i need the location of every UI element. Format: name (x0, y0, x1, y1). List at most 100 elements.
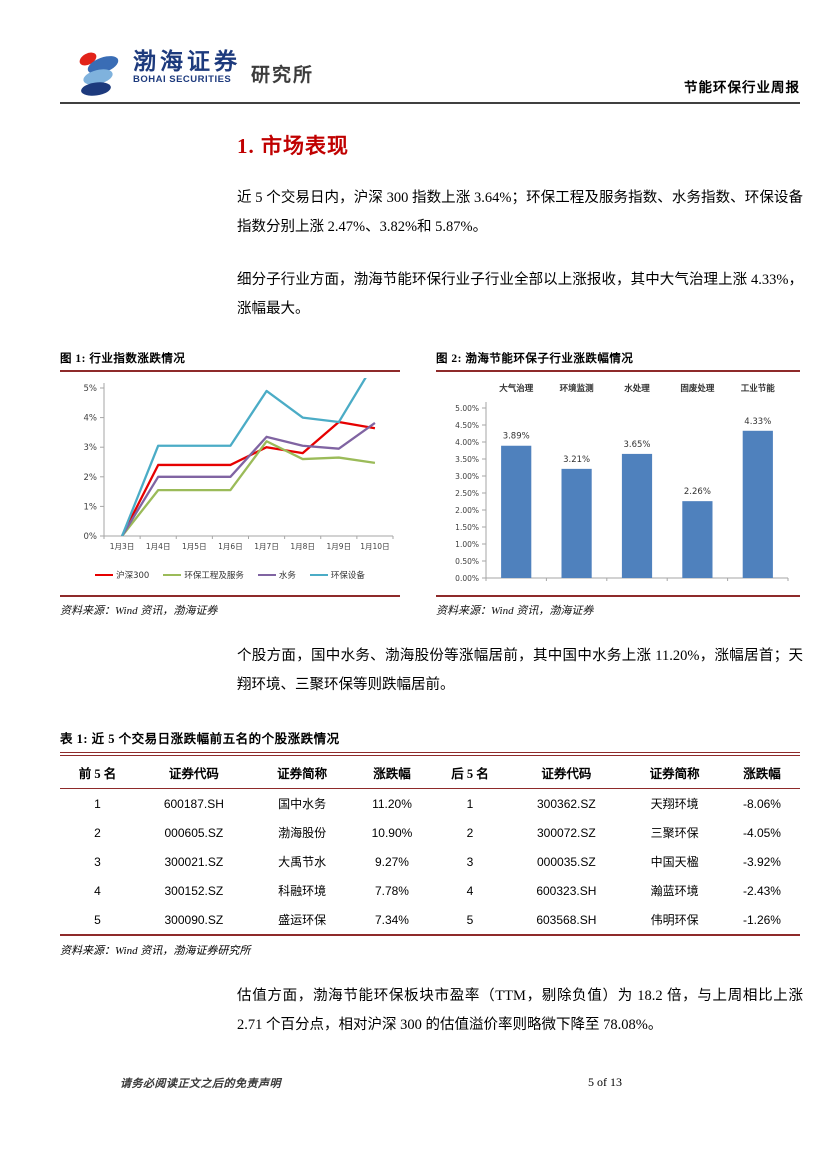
figure2-chart-area: 0.00% 0.50% 1.00% 1.50% 2.00% 2.50% 3.00% 3.50%… (436, 372, 800, 597)
svg-text:1.00%: 1.00% (455, 540, 479, 549)
figure1-chart-area: 0% 1% 2% 3% 4% 5% 1月3日 1月4日 1月5日 1月6日 1月7日 1月8日 1月9日… (60, 372, 400, 597)
svg-text:1月7日: 1月7日 (254, 542, 279, 551)
table-row: 3 300021.SZ 大禹节水 9.27% 3 000035.SZ 中国天楹 -3.92% (60, 847, 800, 876)
table-cell: 大禹节水 (278, 855, 327, 869)
page-number: 5 of 13 (588, 1075, 622, 1089)
header-rule (60, 102, 800, 104)
line-series-沪深300 (121, 420, 376, 536)
table-cell: 9.27% (374, 854, 409, 869)
svg-text:1月9日: 1月9日 (327, 542, 352, 551)
table-cell: 3 (466, 854, 474, 869)
stock-table: 前 5 名证券代码 证券简称 涨跌幅后 5 名证券代码 证券简称 涨跌幅 1 600187… (60, 752, 800, 936)
table-cell: 11.20% (372, 796, 412, 811)
table-cell: 300090.SZ (164, 912, 224, 927)
logo-text: 渤海证券 BOHAI SECURITIES (133, 49, 241, 86)
table-cell: 5 (94, 912, 101, 927)
table-cell: 3 (94, 854, 101, 869)
table-header-cell: 证券代码 (507, 754, 626, 789)
svg-text:1.50%: 1.50% (455, 523, 479, 532)
line-series-环保工程及服务 (121, 440, 376, 536)
svg-text:0.50%: 0.50% (455, 557, 479, 566)
table-cell: 1 (466, 796, 474, 811)
report-type-label: 节能环保行业周报 (684, 80, 800, 95)
svg-text:固废处理: 固废处理 (680, 383, 715, 394)
paragraph-sub-industries: 细分子行业方面，渤海节能环保行业子行业全部以上涨报收，其中大气治理上涨 4.33… (237, 272, 803, 317)
svg-text:水处理: 水处理 (623, 383, 650, 394)
logo-name-cn: 渤海证券 (133, 49, 241, 74)
legend-label: 环保工程及服务 (184, 571, 244, 581)
bar-水处理 (621, 453, 653, 578)
table-row: 2 000605.SZ 渤海股份 10.90% 2 300072.SZ 三聚环保 -4.05% (60, 818, 800, 847)
figures-row: 图 1: 行业指数涨跌情况 0% 1% 2% 3% 4% 5% 1月3日 1月4日 1月5日 1月… (60, 350, 800, 618)
table-row: 5 300090.SZ 盛运环保 7.34% 5 603568.SH 伟明环保 -1.26% (60, 905, 800, 935)
svg-text:0.00%: 0.00% (455, 574, 479, 583)
bar-环境监测 (561, 468, 592, 578)
page-header: 渤海证券 BOHAI SECURITIES 研究所 节能环保行业周报 (60, 0, 800, 98)
svg-text:大气治理: 大气治理 (499, 383, 534, 394)
svg-text:2.00%: 2.00% (455, 506, 479, 515)
stock-table-header-row: 前 5 名证券代码 证券简称 涨跌幅后 5 名证券代码 证券简称 涨跌幅 (60, 754, 800, 789)
table-cell: 000035.SZ (537, 854, 596, 869)
legend-item: 沪深300 (95, 569, 149, 581)
table-cell: 300072.SZ (537, 825, 596, 840)
svg-text:1月3日: 1月3日 (110, 542, 135, 551)
figure2-title: 图 2: 渤海节能环保子行业涨跌幅情况 (436, 350, 800, 372)
svg-text:2.26%: 2.26% (684, 487, 711, 497)
svg-text:1月5日: 1月5日 (182, 542, 207, 551)
figure1: 图 1: 行业指数涨跌情况 0% 1% 2% 3% 4% 5% 1月3日 1月4日 1月5日 1月… (60, 350, 400, 618)
table-header-cell: 涨跌幅 (351, 754, 433, 789)
bar-固废处理 (682, 501, 713, 578)
logo-name-en: BOHAI SECURITIES (133, 74, 232, 85)
figure2: 图 2: 渤海节能环保子行业涨跌幅情况 0.00% 0.50% 1.00% 1.50%… (436, 350, 800, 618)
svg-text:5%: 5% (84, 384, 98, 394)
table-cell: 科融环境 (278, 884, 327, 898)
svg-text:4.33%: 4.33% (744, 417, 771, 427)
bohai-logo-icon (79, 52, 119, 96)
legend-item: 水务 (257, 569, 296, 581)
table-header-cell: 证券简称 (252, 754, 352, 789)
legend-label: 沪深300 (116, 571, 150, 581)
table-header-cell: 涨跌幅 (723, 754, 800, 789)
bar-工业节能 (742, 430, 773, 578)
svg-text:1月6日: 1月6日 (218, 542, 243, 551)
svg-text:2.50%: 2.50% (455, 489, 479, 498)
svg-text:3.65%: 3.65% (623, 440, 650, 450)
table-cell: -4.05% (742, 825, 781, 840)
legend-item: 环保设备 (309, 569, 365, 581)
svg-text:4.00%: 4.00% (455, 438, 479, 447)
table-cell: -2.43% (742, 883, 781, 898)
table-cell: 瀚蓝环境 (650, 884, 699, 898)
bohai-logo: 渤海证券 BOHAI SECURITIES 研究所 (60, 50, 314, 98)
table-cell: 7.78% (374, 883, 409, 898)
table-cell: 天翔环境 (650, 797, 699, 811)
svg-text:3.89%: 3.89% (503, 432, 530, 442)
institute-label: 研究所 (251, 65, 315, 86)
table-cell: 600187.SH (163, 796, 224, 811)
table-header-cell: 证券简称 (625, 754, 724, 789)
table-cell: 4 (94, 883, 101, 898)
svg-text:0%: 0% (84, 532, 98, 542)
legend-swatch (257, 573, 276, 577)
table-cell: 300152.SZ (164, 883, 224, 898)
line-chart: 0% 1% 2% 3% 4% 5% 1月3日 1月4日 1月5日 1月6日 1月7日 1月8日 1月9日… (84, 378, 394, 551)
table-cell: 7.34% (374, 912, 409, 927)
table-header-cell: 后 5 名 (432, 754, 508, 789)
svg-text:4.50%: 4.50% (455, 421, 479, 430)
table-row: 1 600187.SH 国中水务 11.20% 1 300362.SZ 天翔环境 -8.06% (60, 789, 800, 819)
figure1-source: 资料来源：Wind 资讯，渤海证券 (60, 605, 218, 617)
line-series-水务 (121, 421, 376, 536)
table-cell: 中国天楹 (650, 855, 699, 869)
legend-swatch (163, 573, 182, 577)
legend-swatch (95, 573, 114, 577)
table-cell: 4 (466, 883, 474, 898)
svg-text:环境监测: 环境监测 (560, 383, 595, 394)
stock-table-body: 1 600187.SH 国中水务 11.20% 1 300362.SZ 天翔环境 -8.06%… (60, 789, 800, 936)
table-cell: 2 (94, 825, 101, 840)
table1-source: 资料来源：Wind 资讯，渤海证券研究所 (60, 945, 251, 957)
table-cell: 600323.SH (536, 883, 597, 898)
table-cell: 000605.SZ (164, 825, 224, 840)
figure2-source: 资料来源：Wind 资讯，渤海证券 (436, 605, 594, 617)
table1-title: 表 1: 近 5 个交易日涨跌幅前五名的个股涨跌情况 (60, 732, 340, 746)
figure1-title: 图 1: 行业指数涨跌情况 (60, 350, 400, 372)
